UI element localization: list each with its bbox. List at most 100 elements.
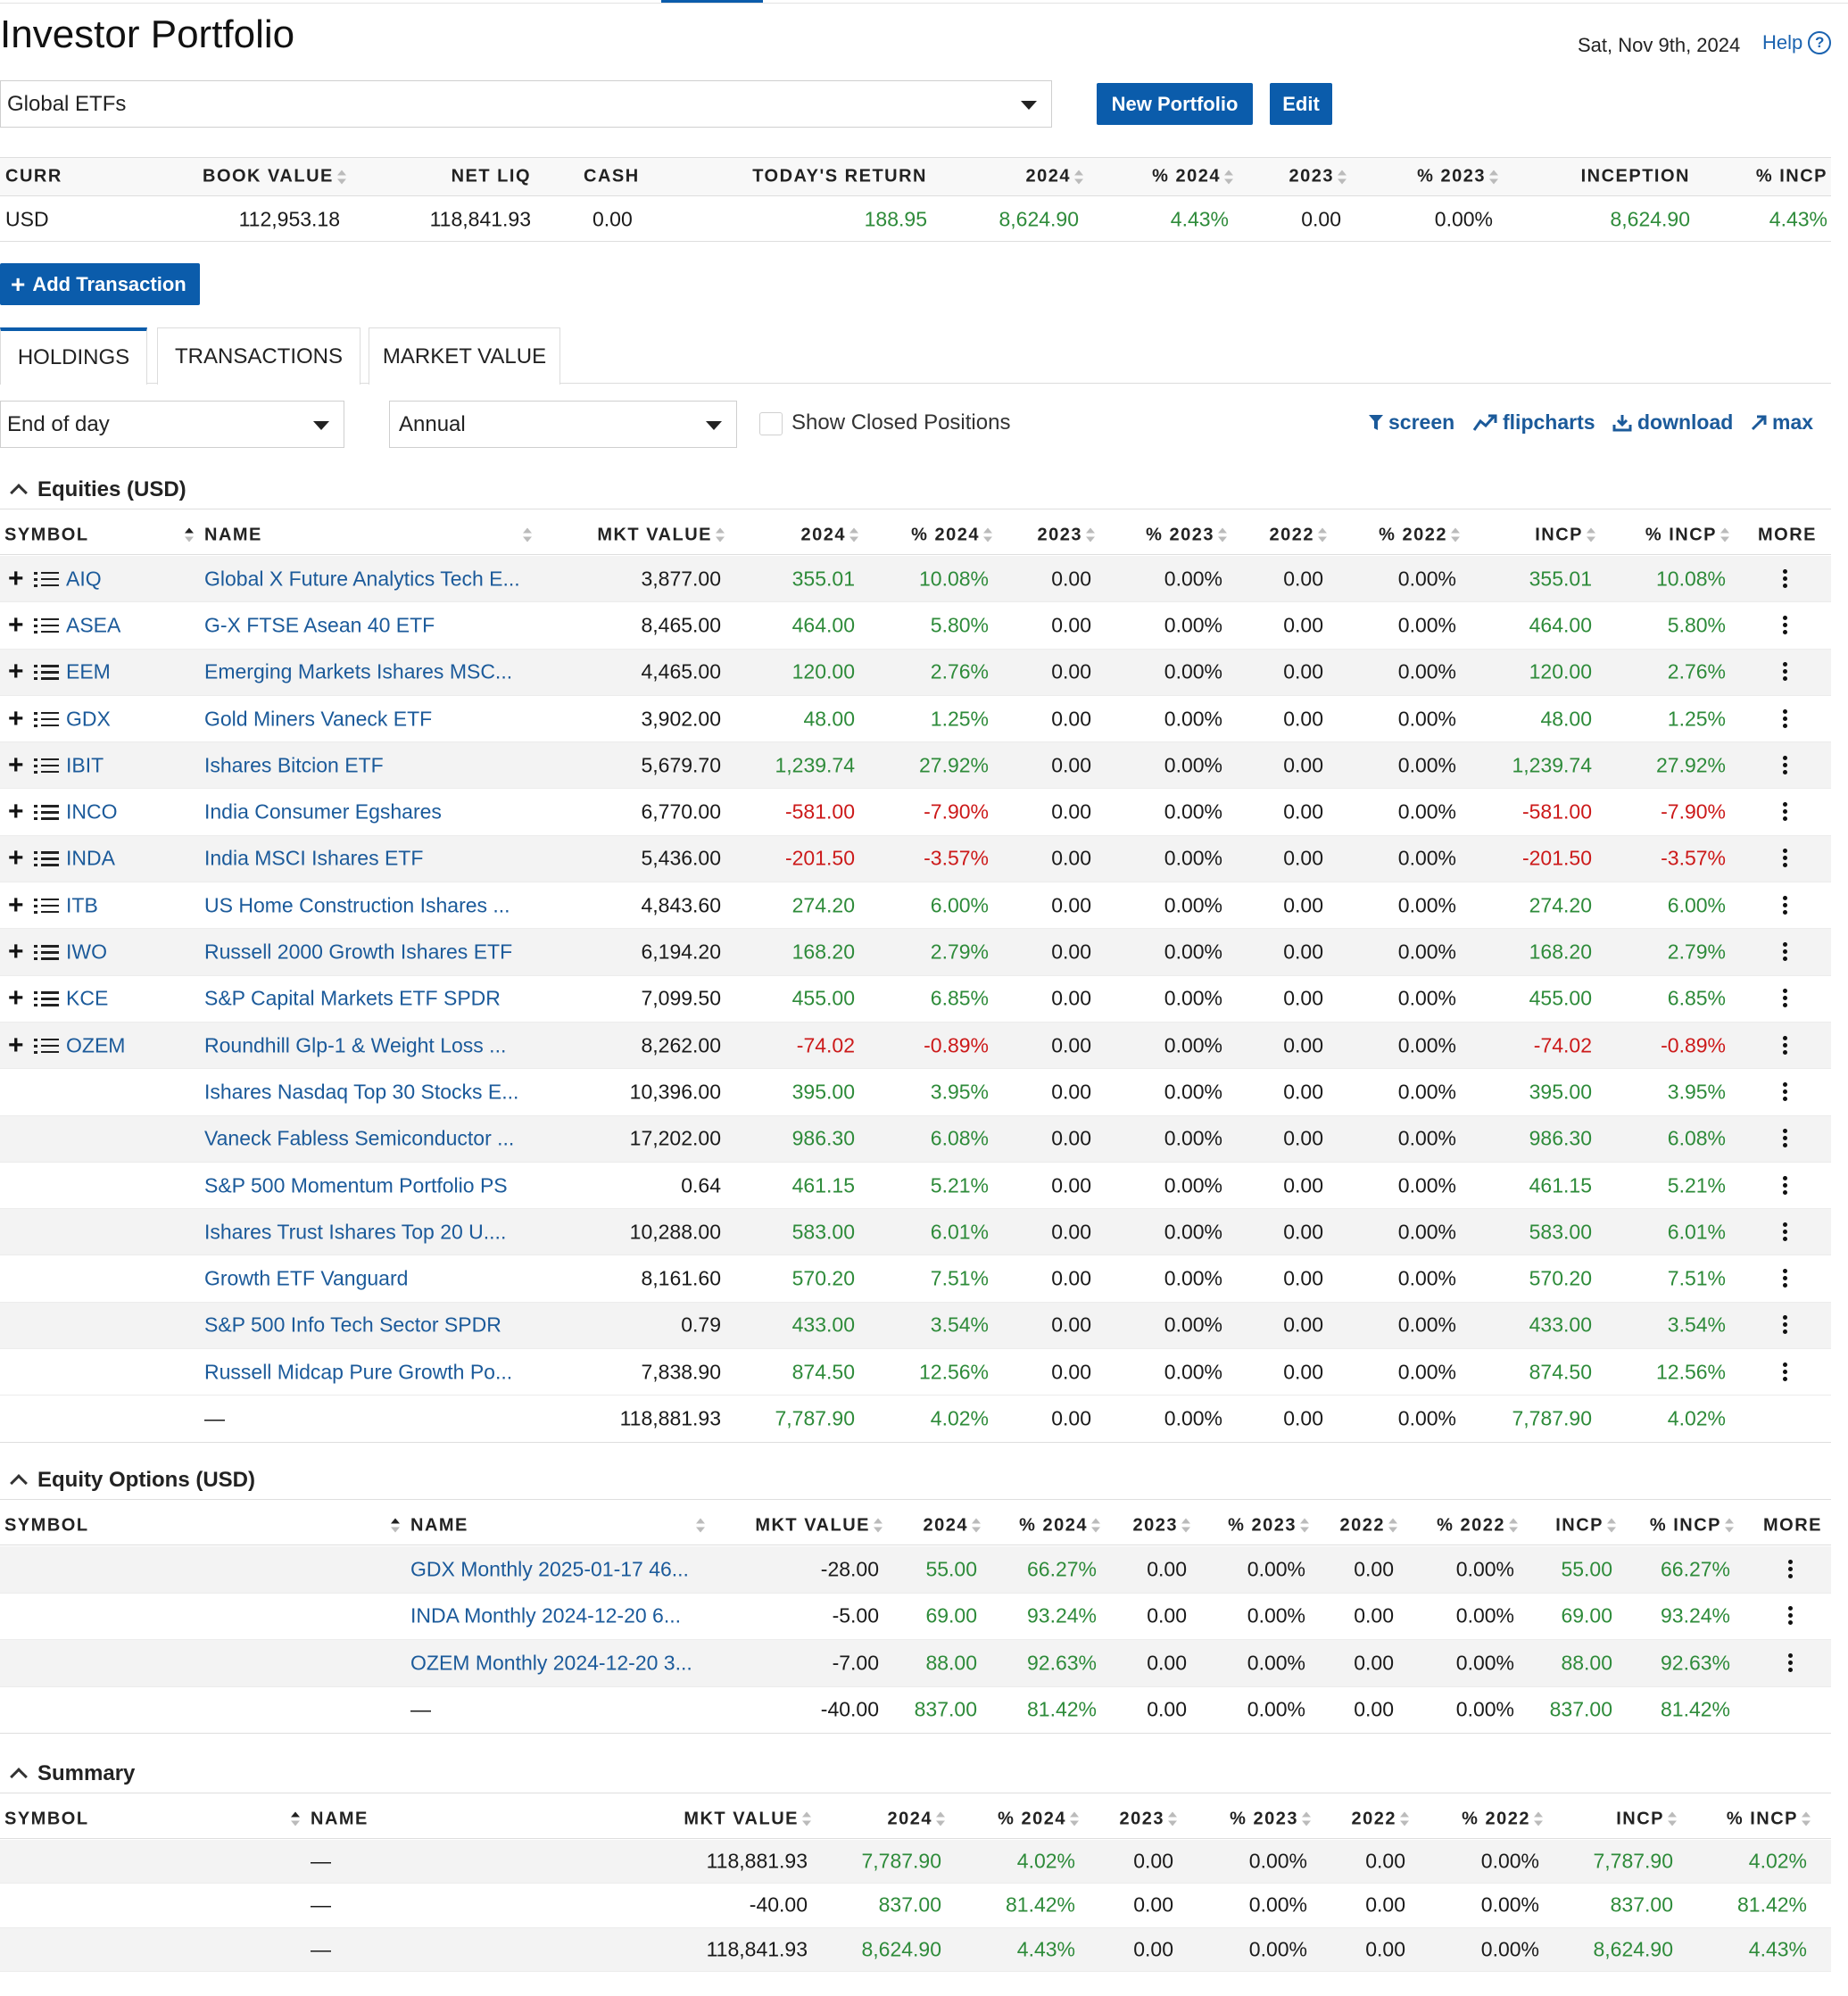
header-pct-2023[interactable]: % 2023	[1228, 1515, 1309, 1536]
name-link[interactable]: Vaneck Fabless Semiconductor ...	[204, 1126, 515, 1150]
header-pct-incp[interactable]: % INCP	[1727, 1809, 1811, 1829]
new-portfolio-button[interactable]: New Portfolio	[1097, 83, 1253, 125]
more-vertical-icon[interactable]	[1787, 1606, 1793, 1626]
more-vertical-icon[interactable]	[1782, 1222, 1787, 1242]
symbol-link[interactable]: INDA	[66, 846, 115, 870]
more-vertical-icon[interactable]	[1782, 1175, 1787, 1196]
add-lot-plus-icon[interactable]: +	[8, 890, 24, 920]
header-incp[interactable]: INCP	[1535, 525, 1595, 545]
list-icon[interactable]	[34, 943, 59, 961]
symbol-link[interactable]: ASEA	[66, 613, 121, 637]
header-pct-2024[interactable]: % 2024	[998, 1809, 1079, 1829]
flipcharts-button[interactable]: flipcharts	[1472, 410, 1595, 435]
more-vertical-icon[interactable]	[1782, 849, 1787, 868]
more-vertical-icon[interactable]	[1782, 895, 1787, 915]
name-link[interactable]: Roundhill Glp-1 & Weight Loss ...	[204, 1033, 507, 1057]
header-2023[interactable]: 2023	[1038, 525, 1095, 545]
add-lot-plus-icon[interactable]: +	[8, 657, 24, 687]
symbol-link[interactable]: IBIT	[66, 753, 104, 777]
add-lot-plus-icon[interactable]: +	[8, 797, 24, 827]
header-name-sort[interactable]	[519, 525, 532, 545]
symbol-link[interactable]: AIQ	[66, 567, 102, 591]
options-section-toggle[interactable]: Equity Options (USD)	[0, 1461, 1831, 1500]
period-select[interactable]: Annual	[389, 401, 737, 448]
more-vertical-icon[interactable]	[1782, 1362, 1787, 1382]
list-icon[interactable]	[34, 803, 59, 821]
name-link[interactable]: Russell 2000 Growth Ishares ETF	[204, 940, 513, 964]
symbol-link[interactable]: GDX	[66, 707, 111, 731]
more-vertical-icon[interactable]	[1782, 615, 1787, 635]
price-type-select[interactable]: End of day	[0, 401, 344, 448]
header-pct-2023[interactable]: % 2023	[1417, 167, 1498, 187]
more-vertical-icon[interactable]	[1782, 1035, 1787, 1056]
name-link[interactable]: GDX Monthly 2025-01-17 46...	[410, 1557, 689, 1581]
name-link[interactable]: India Consumer Egshares	[204, 799, 442, 824]
name-link[interactable]: Emerging Markets Ishares MSC...	[204, 659, 513, 683]
header-pct-2022[interactable]: % 2022	[1379, 525, 1460, 545]
list-icon[interactable]	[34, 757, 59, 774]
header-mkt-value[interactable]: MKT VALUE	[684, 1809, 811, 1829]
name-link[interactable]: US Home Construction Ishares ...	[204, 893, 510, 917]
name-link[interactable]: OZEM Monthly 2024-12-20 3...	[410, 1651, 692, 1675]
add-lot-plus-icon[interactable]: +	[8, 703, 24, 733]
header-incp[interactable]: INCP	[1555, 1515, 1616, 1536]
name-link[interactable]: G-X FTSE Asean 40 ETF	[204, 613, 435, 637]
add-transaction-button[interactable]: + Add Transaction	[0, 263, 200, 305]
symbol-link[interactable]: OZEM	[66, 1033, 126, 1057]
header-pct-2023[interactable]: % 2023	[1146, 525, 1227, 545]
more-vertical-icon[interactable]	[1782, 568, 1787, 589]
header-2024[interactable]: 2024	[1026, 167, 1083, 187]
add-lot-plus-icon[interactable]: +	[8, 937, 24, 967]
symbol-link[interactable]: KCE	[66, 986, 109, 1010]
header-2024[interactable]: 2024	[924, 1515, 981, 1536]
more-vertical-icon[interactable]	[1782, 708, 1787, 729]
list-icon[interactable]	[34, 849, 59, 867]
add-lot-plus-icon[interactable]: +	[8, 843, 24, 874]
symbol-link[interactable]: INCO	[66, 799, 118, 824]
header-2023[interactable]: 2023	[1289, 167, 1347, 187]
name-link[interactable]: S&P 500 Momentum Portfolio PS	[204, 1173, 508, 1197]
name-link[interactable]: Global X Future Analytics Tech E...	[204, 567, 520, 591]
screen-button[interactable]: screen	[1369, 410, 1454, 435]
help-link[interactable]: Help ?	[1762, 31, 1832, 54]
add-lot-plus-icon[interactable]: +	[8, 563, 24, 593]
download-button[interactable]: download	[1612, 410, 1733, 435]
name-link[interactable]: Ishares Trust Ishares Top 20 U....	[204, 1220, 507, 1244]
show-closed-checkbox[interactable]	[759, 412, 783, 435]
name-link[interactable]: Ishares Nasdaq Top 30 Stocks E...	[204, 1080, 519, 1104]
name-link[interactable]: Russell Midcap Pure Growth Po...	[204, 1360, 513, 1384]
more-vertical-icon[interactable]	[1787, 1652, 1793, 1673]
add-lot-plus-icon[interactable]: +	[8, 1030, 24, 1060]
add-lot-plus-icon[interactable]: +	[8, 750, 24, 780]
more-vertical-icon[interactable]	[1782, 1269, 1787, 1288]
tab-market-value[interactable]: MARKET VALUE	[369, 327, 560, 385]
header-pct-2022[interactable]: % 2022	[1437, 1515, 1518, 1536]
list-icon[interactable]	[34, 710, 59, 728]
more-vertical-icon[interactable]	[1782, 662, 1787, 682]
name-link[interactable]: S&P 500 Info Tech Sector SPDR	[204, 1313, 501, 1337]
header-mkt-value[interactable]: MKT VALUE	[755, 1515, 883, 1536]
header-2022[interactable]: 2022	[1352, 1809, 1409, 1829]
more-vertical-icon[interactable]	[1782, 755, 1787, 775]
add-lot-plus-icon[interactable]: +	[8, 983, 24, 1014]
header-symbol-sort[interactable]	[287, 1809, 300, 1829]
header-mkt-value[interactable]: MKT VALUE	[597, 525, 725, 545]
symbol-link[interactable]: IWO	[66, 940, 107, 964]
header-symbol-sort[interactable]	[387, 1515, 400, 1536]
more-vertical-icon[interactable]	[1782, 1129, 1787, 1148]
header-2023[interactable]: 2023	[1133, 1515, 1190, 1536]
header-pct-2024[interactable]: % 2024	[1019, 1515, 1100, 1536]
more-vertical-icon[interactable]	[1782, 802, 1787, 822]
name-link[interactable]: INDA Monthly 2024-12-20 6...	[410, 1603, 681, 1627]
list-icon[interactable]	[34, 1037, 59, 1055]
header-symbol-sort[interactable]	[181, 525, 194, 545]
list-icon[interactable]	[34, 990, 59, 1007]
header-2024[interactable]: 2024	[801, 525, 858, 545]
summary-section-toggle[interactable]: Summary	[0, 1754, 1831, 1793]
list-icon[interactable]	[34, 617, 59, 634]
max-button[interactable]: max	[1751, 410, 1813, 435]
add-lot-plus-icon[interactable]: +	[8, 609, 24, 640]
symbol-link[interactable]: ITB	[66, 893, 98, 917]
header-pct-2024[interactable]: % 2024	[1152, 167, 1233, 187]
name-link[interactable]: Ishares Bitcion ETF	[204, 753, 384, 777]
